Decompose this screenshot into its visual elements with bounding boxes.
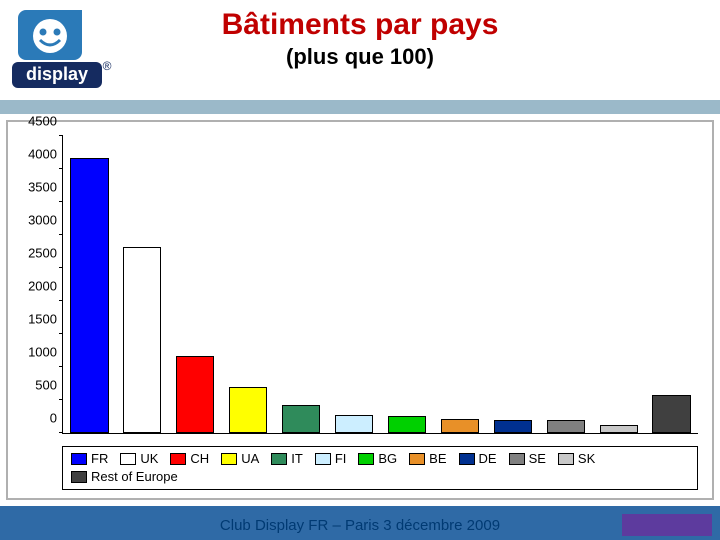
legend-label: FI — [335, 452, 347, 466]
bar-be — [441, 419, 479, 433]
legend-item-bg: BG — [358, 452, 397, 466]
bar-sk — [600, 425, 638, 433]
ytick-label: 2500 — [28, 246, 63, 261]
bar-uk — [123, 247, 161, 433]
bar-fr — [70, 158, 108, 433]
page-title: Bâtiments par pays — [0, 8, 720, 42]
legend-label: IT — [291, 452, 303, 466]
legend-swatch — [558, 453, 574, 465]
legend-label: CH — [190, 452, 209, 466]
legend-item-it: IT — [271, 452, 303, 466]
legend-label: UA — [241, 452, 259, 466]
legend-label: DE — [479, 452, 497, 466]
ytick-label: 500 — [35, 378, 63, 393]
legend-swatch — [221, 453, 237, 465]
legend-item-de: DE — [459, 452, 497, 466]
legend-item-fi: FI — [315, 452, 347, 466]
ytick-label: 1000 — [28, 345, 63, 360]
legend-item-fr: FR — [71, 452, 108, 466]
legend-item-sk: SK — [558, 452, 595, 466]
legend-label: BG — [378, 452, 397, 466]
legend-swatch — [409, 453, 425, 465]
ytick-label: 2000 — [28, 279, 63, 294]
divider-band — [0, 100, 720, 114]
ytick-label: 3000 — [28, 213, 63, 228]
legend-label: Rest of Europe — [91, 470, 178, 484]
ytick-label: 0 — [50, 411, 63, 426]
legend-label: BE — [429, 452, 446, 466]
chart-legend: FR UK CH UA IT FI BG BE DE SE SK Rest of Europe — [62, 446, 698, 490]
legend-label: FR — [91, 452, 108, 466]
ytick-label: 1500 — [28, 312, 63, 327]
legend-label: UK — [140, 452, 158, 466]
legend-item-be: BE — [409, 452, 446, 466]
legend-item-uk: UK — [120, 452, 158, 466]
bar-de — [494, 420, 532, 433]
legend-swatch — [315, 453, 331, 465]
page-subtitle: (plus que 100) — [0, 44, 720, 70]
legend-swatch — [71, 453, 87, 465]
ytick-label: 3500 — [28, 180, 63, 195]
bar-ua — [229, 387, 267, 433]
legend-label: SE — [529, 452, 546, 466]
legend-swatch — [170, 453, 186, 465]
legend-swatch — [509, 453, 525, 465]
footer-text: Club Display FR – Paris 3 décembre 2009 — [0, 517, 720, 534]
bar-se — [547, 420, 585, 433]
legend-swatch — [271, 453, 287, 465]
bar-bg — [388, 416, 426, 433]
legend-item-se: SE — [509, 452, 546, 466]
legend-swatch — [71, 471, 87, 483]
legend-item-ua: UA — [221, 452, 259, 466]
legend-item-rest-of-europe: Rest of Europe — [71, 470, 178, 484]
bar-fi — [335, 415, 373, 433]
ytick-label: 4000 — [28, 147, 63, 162]
bar-it — [282, 405, 320, 433]
legend-swatch — [358, 453, 374, 465]
buildings-chart: 050010001500200025003000350040004500 FRU… — [6, 120, 714, 500]
ytick-label: 4500 — [28, 114, 63, 129]
legend-swatch — [120, 453, 136, 465]
legend-item-ch: CH — [170, 452, 209, 466]
bar-rest-of-europe — [652, 395, 690, 433]
legend-label: SK — [578, 452, 595, 466]
legend-swatch — [459, 453, 475, 465]
bar-ch — [176, 356, 214, 433]
